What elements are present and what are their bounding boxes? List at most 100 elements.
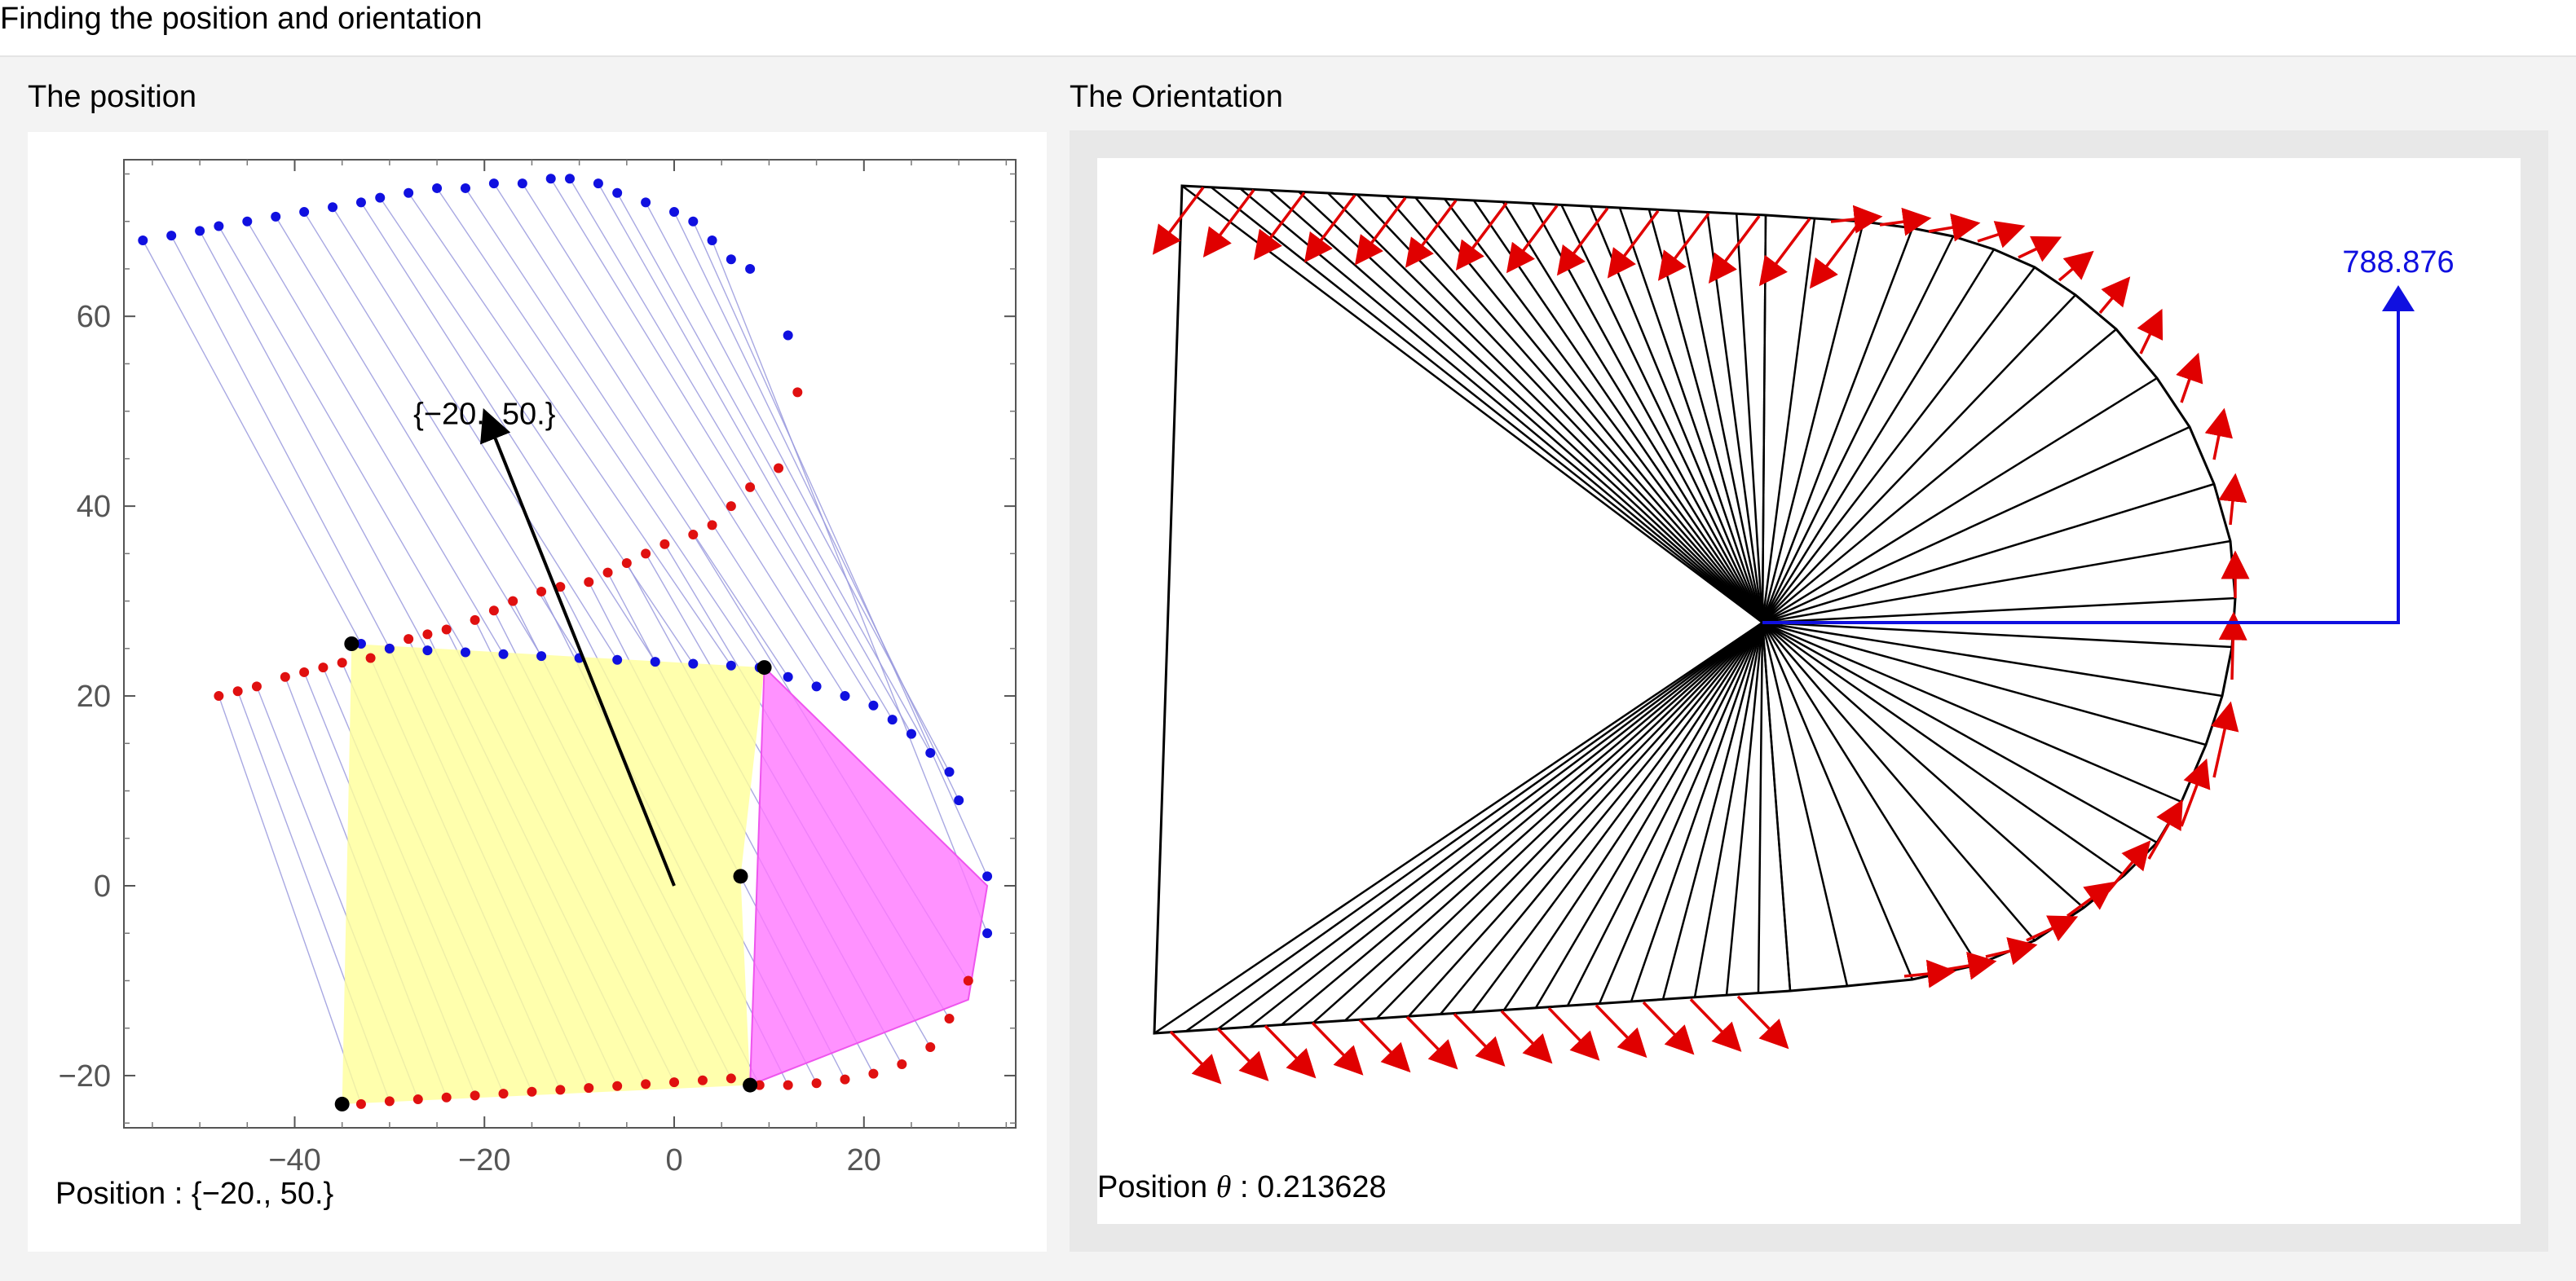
blue-point xyxy=(242,216,253,227)
support-ray xyxy=(1762,482,2215,624)
normal-arrow xyxy=(1216,1028,1269,1081)
blue-point xyxy=(783,671,793,682)
orientation-caption-sep: : xyxy=(1231,1170,1258,1204)
support-ray xyxy=(1249,622,1763,1028)
red-point xyxy=(726,1073,736,1084)
normal-arrow xyxy=(1311,1021,1364,1076)
red-point xyxy=(754,1080,765,1090)
normal-arrow xyxy=(2211,701,2239,778)
x-tick-label: 0 xyxy=(665,1143,682,1178)
normal-arrow xyxy=(1354,196,1407,266)
orientation-diagram: 788.876 xyxy=(1152,184,2455,1085)
support-ray xyxy=(1408,622,1763,1018)
red-point xyxy=(536,586,547,596)
normal-arrow xyxy=(1169,1030,1222,1085)
position-panel: −40 −20 0 20 −20 0 20 40 60 {−20., 50.} Position… xyxy=(28,132,1047,1252)
guide-line xyxy=(170,235,390,649)
blue-point xyxy=(707,236,717,245)
red-point xyxy=(488,605,499,616)
red-point xyxy=(925,1042,936,1052)
y-tick-label: 20 xyxy=(77,680,111,714)
normal-arrow xyxy=(1547,1006,1600,1061)
blue-point xyxy=(906,729,916,739)
x-tick-label: −20 xyxy=(458,1143,510,1178)
blue-point xyxy=(669,207,680,218)
red-point xyxy=(280,671,290,682)
red-point xyxy=(792,387,803,398)
support-ray xyxy=(1385,195,1763,623)
red-point xyxy=(897,1059,907,1069)
blue-point xyxy=(422,645,433,656)
blue-point xyxy=(688,216,699,227)
y-tick-label: 40 xyxy=(77,490,111,524)
orientation-panel: 788.876 Position θ : 0.213628 xyxy=(1097,158,2521,1224)
blue-point xyxy=(355,197,366,208)
support-ray xyxy=(1268,189,1763,623)
position-caption-label: Position : xyxy=(55,1177,192,1211)
normal-arrow xyxy=(2137,308,2164,354)
support-ray xyxy=(1762,539,2231,624)
support-ray xyxy=(1762,622,2084,909)
red-point xyxy=(470,614,480,625)
support-ray xyxy=(1661,622,1764,1000)
normal-arrow xyxy=(2066,881,2115,918)
normal-arrow xyxy=(2180,758,2211,827)
normal-arrow xyxy=(1642,1001,1695,1055)
support-ray xyxy=(1762,328,2117,623)
normal-arrow xyxy=(2018,236,2062,262)
red-point xyxy=(745,482,756,492)
blue-point xyxy=(460,647,470,658)
support-ray xyxy=(1502,201,1764,623)
position-caption: Position : {−20., 50.} xyxy=(55,1175,333,1213)
red-point xyxy=(404,634,414,645)
support-ray xyxy=(1761,221,1865,623)
blue-point xyxy=(166,231,177,241)
support-ray xyxy=(1761,218,1816,623)
red-point xyxy=(774,463,784,473)
blue-point xyxy=(488,178,499,189)
blue-point xyxy=(299,207,310,218)
red-point xyxy=(441,624,452,635)
support-ray xyxy=(1534,622,1764,1009)
red-point xyxy=(251,681,262,692)
orientation-panel-frame: 788.876 Position θ : 0.213628 xyxy=(1070,130,2548,1252)
support-ray xyxy=(1630,622,1764,1002)
normal-arrow xyxy=(1453,1013,1506,1067)
normal-arrow xyxy=(1830,205,1883,234)
blue-point xyxy=(536,651,547,662)
support-ray xyxy=(1762,621,2223,698)
red-point xyxy=(811,1078,822,1089)
force-magnitude-label: 788.876 xyxy=(2342,245,2454,280)
blue-point xyxy=(138,236,148,245)
blue-point xyxy=(593,178,603,189)
support-ray xyxy=(1762,621,2233,649)
blue-point xyxy=(432,183,443,193)
support-ray xyxy=(1312,622,1763,1023)
normal-arrow xyxy=(1455,202,1508,271)
blue-point xyxy=(545,174,556,184)
guide-line xyxy=(465,187,789,678)
red-point xyxy=(783,1080,793,1090)
support-ray xyxy=(1761,622,1914,980)
normal-arrow xyxy=(1903,959,1956,988)
blue-point xyxy=(688,658,699,669)
support-ray xyxy=(1762,266,2036,623)
normal-arrow xyxy=(1202,189,1255,258)
red-point xyxy=(659,539,670,549)
support-ray xyxy=(1725,622,1764,996)
blue-point xyxy=(271,211,281,222)
red-point xyxy=(944,1014,955,1024)
normal-arrow xyxy=(2058,250,2094,282)
normal-arrow xyxy=(1303,194,1356,263)
blue-point xyxy=(811,681,822,692)
normal-arrow xyxy=(2204,407,2233,460)
blue-point xyxy=(565,174,575,184)
blue-point xyxy=(612,187,623,198)
blue-point xyxy=(641,197,651,208)
support-ray xyxy=(1761,249,1996,623)
red-point xyxy=(669,1077,680,1088)
guide-line xyxy=(673,211,959,801)
red-point xyxy=(868,1068,879,1079)
support-ray xyxy=(1444,198,1764,623)
key-point xyxy=(743,1077,758,1093)
